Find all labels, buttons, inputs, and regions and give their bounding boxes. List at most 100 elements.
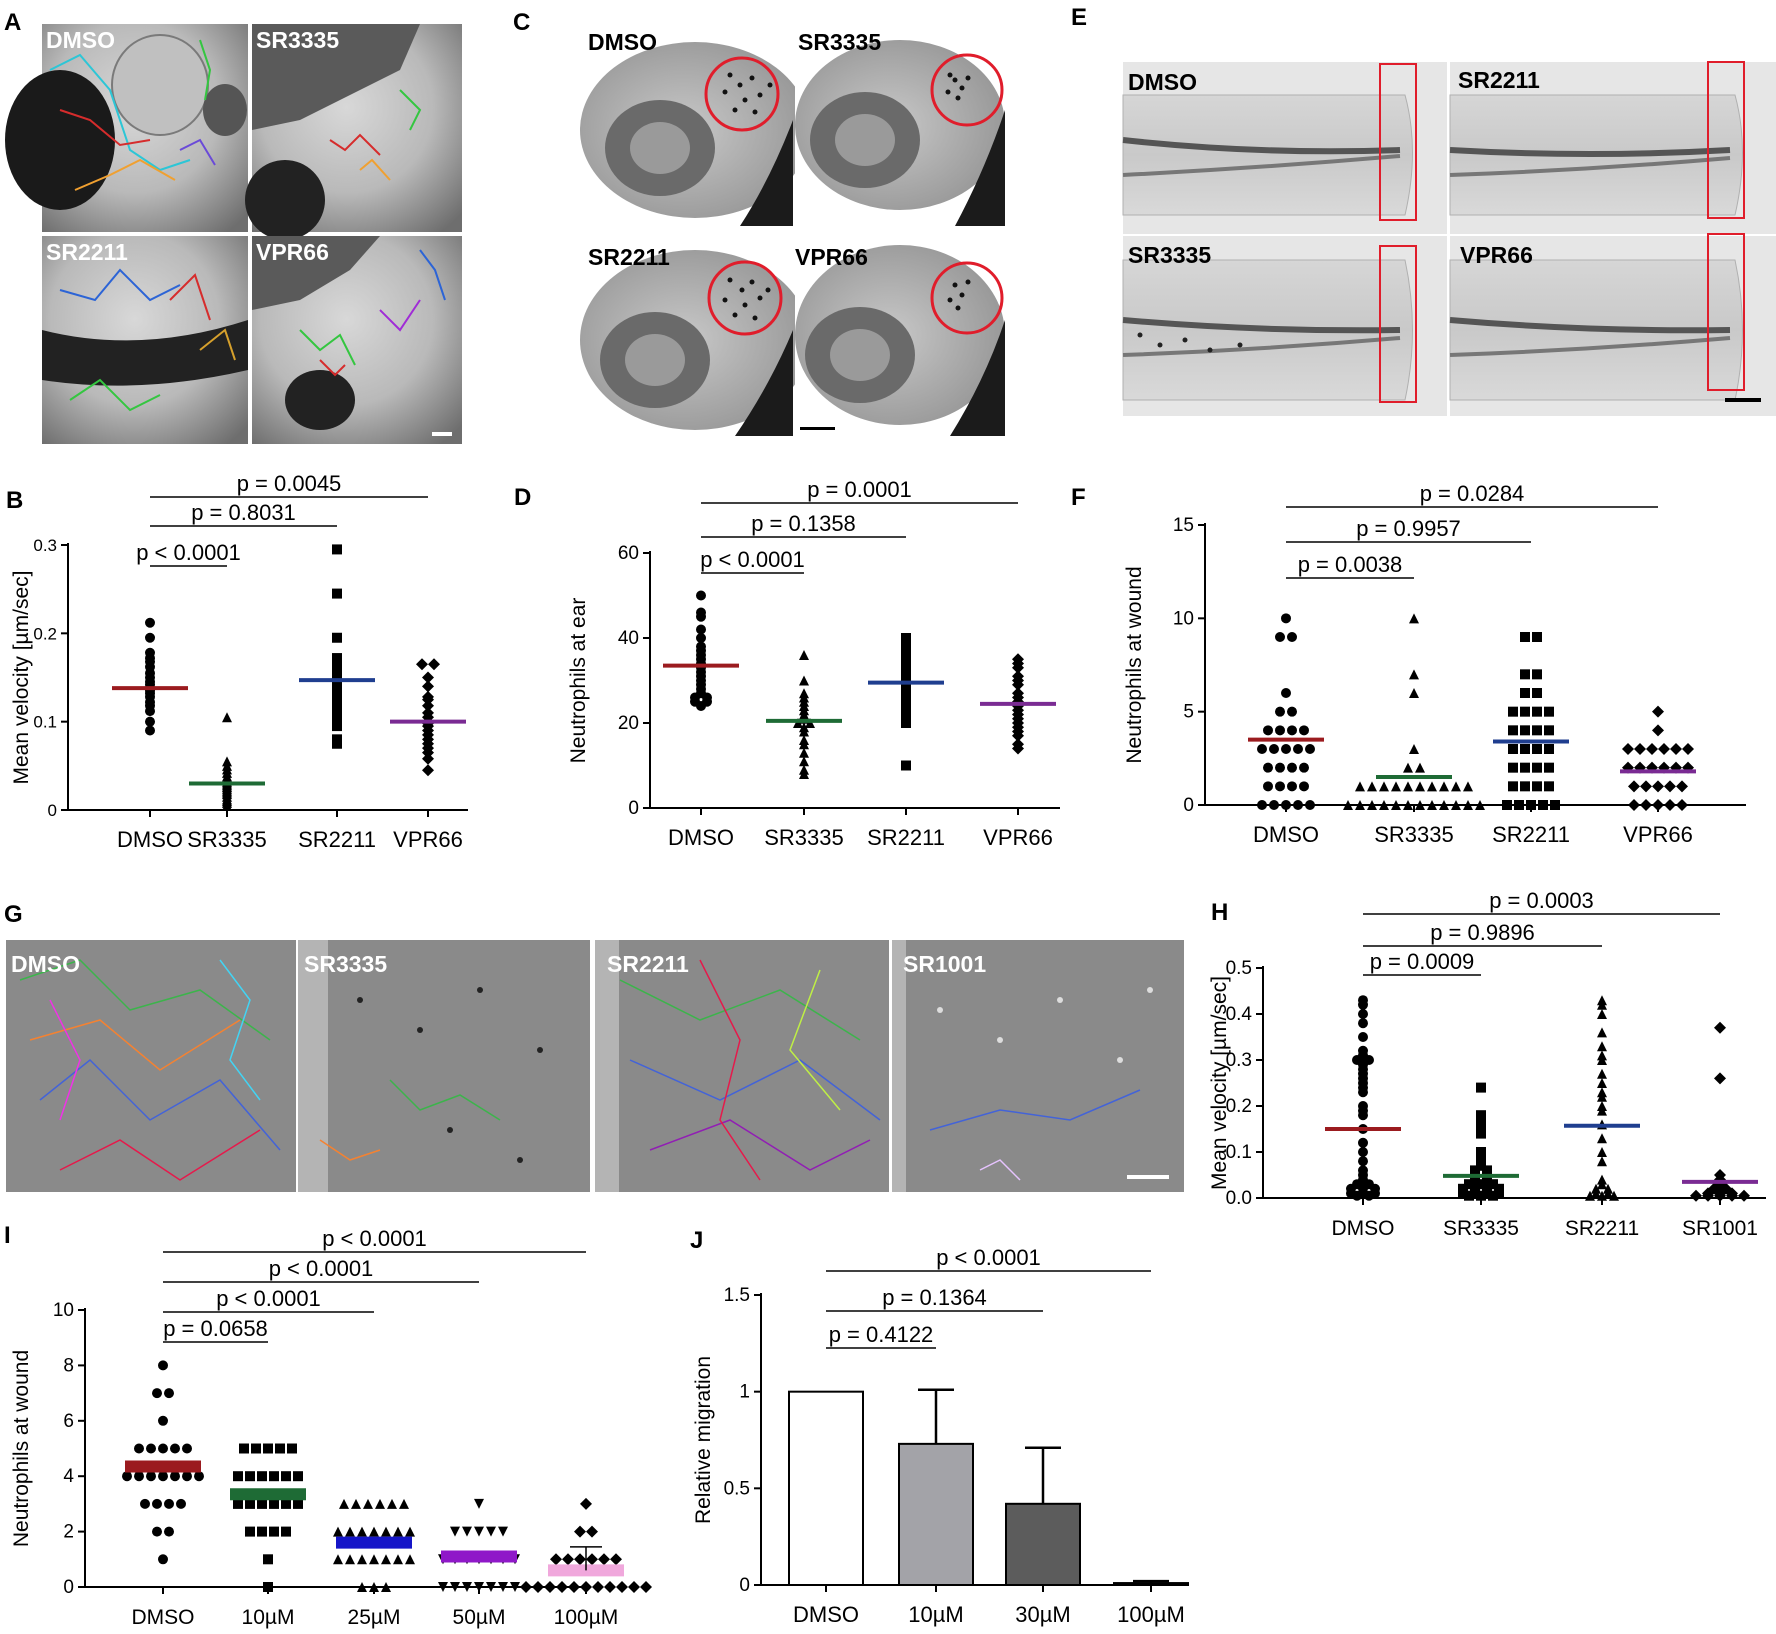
panel-letter-j: J <box>690 1227 703 1254</box>
data-point <box>1358 1087 1368 1098</box>
wound-roi <box>1707 61 1745 219</box>
y-tick-label: 0 <box>1183 795 1194 816</box>
data-point <box>1358 1147 1368 1157</box>
data-point <box>450 1526 460 1537</box>
data-point <box>1544 706 1554 717</box>
data-point <box>799 747 809 758</box>
data-point <box>1714 1189 1726 1202</box>
data-point <box>1293 744 1303 754</box>
x-tick-label: SR2211 <box>867 825 945 850</box>
data-point <box>1358 1009 1368 1019</box>
data-point <box>1738 1189 1750 1202</box>
x-tick-label: SR3335 <box>187 827 267 852</box>
y-axis-label: Neutrophils at wound <box>10 1350 33 1547</box>
data-point <box>145 632 155 643</box>
data-point <box>1257 800 1267 810</box>
p-value-label: p < 0.0001 <box>269 1256 374 1281</box>
data-point <box>293 1498 303 1509</box>
data-point <box>1299 762 1309 773</box>
y-axis-label: Mean velocity [µm/sec] <box>10 571 33 785</box>
data-point <box>158 1471 168 1482</box>
y-tick-label: 0.5 <box>724 1478 750 1499</box>
image-c-sr3335: SR3335 <box>795 26 1005 226</box>
y-tick-label: 10 <box>53 1300 74 1321</box>
data-point <box>405 1554 415 1565</box>
p-value-label: p = 0.8031 <box>191 500 296 525</box>
image-label: DMSO <box>46 27 115 53</box>
data-point <box>1652 724 1664 737</box>
y-tick-label: 0 <box>48 801 57 820</box>
x-tick-label: 25µM <box>348 1606 401 1629</box>
x-tick-label: 100µM <box>554 1606 619 1629</box>
p-value-label: p = 0.4122 <box>829 1322 934 1347</box>
data-point <box>333 1554 343 1565</box>
y-tick-label: 40 <box>618 628 639 649</box>
data-point <box>1520 706 1530 717</box>
data-point <box>222 712 232 723</box>
data-point <box>369 1526 379 1537</box>
data-point <box>357 1582 367 1592</box>
data-point <box>146 1471 156 1482</box>
data-point <box>257 1526 267 1537</box>
data-point <box>239 1443 249 1454</box>
data-point <box>332 721 342 732</box>
data-point <box>134 1443 144 1454</box>
panel-letter-c: C <box>513 9 530 36</box>
data-point <box>438 1582 448 1592</box>
data-point <box>1391 800 1401 810</box>
image-label: SR2211 <box>607 951 689 977</box>
y-tick-label: 6 <box>63 1411 74 1432</box>
data-point <box>1343 800 1353 810</box>
data-point <box>1415 762 1425 773</box>
data-point <box>1714 1072 1726 1085</box>
data-point <box>1305 800 1315 810</box>
image-g-dmso: DMSO <box>6 940 296 1192</box>
data-point <box>1597 1068 1607 1079</box>
data-point <box>474 1582 484 1592</box>
data-point <box>592 1581 604 1593</box>
data-point <box>1676 799 1688 811</box>
data-point <box>1585 1190 1595 1201</box>
data-point <box>1726 1189 1738 1202</box>
image-e-sr2211: SR2211 <box>1449 61 1776 234</box>
data-point <box>1597 1105 1607 1116</box>
data-point <box>1476 1190 1486 1201</box>
data-point <box>1287 632 1297 642</box>
data-point <box>158 1554 168 1565</box>
data-point <box>1367 800 1377 810</box>
data-point <box>1275 762 1285 773</box>
data-point <box>474 1498 484 1509</box>
data-point <box>1591 1188 1601 1199</box>
data-point <box>1379 781 1389 792</box>
data-point <box>1409 744 1419 754</box>
wound-roi <box>1379 245 1417 403</box>
data-point <box>1508 706 1518 717</box>
data-point <box>1355 800 1365 810</box>
data-point <box>164 1388 174 1399</box>
data-point <box>422 752 434 765</box>
x-tick-label: 100µM <box>1117 1602 1185 1627</box>
p-value-label: p < 0.0001 <box>322 1226 427 1251</box>
data-point <box>1470 1188 1480 1199</box>
data-point <box>245 1471 255 1482</box>
image-a-vpr66: VPR66 <box>252 236 462 444</box>
data-point <box>1263 725 1273 736</box>
data-point <box>1690 1189 1702 1202</box>
bar <box>898 1442 974 1587</box>
y-axis-label: Mean velocity [µm/sec] <box>1208 976 1231 1190</box>
roi-circle <box>930 261 1004 335</box>
image-label: SR3335 <box>256 27 339 53</box>
x-tick-label: DMSO <box>132 1606 195 1629</box>
data-point <box>1281 744 1291 754</box>
data-point <box>1597 1156 1607 1167</box>
data-point <box>556 1581 568 1593</box>
data-point <box>375 1498 385 1509</box>
data-point <box>1275 706 1285 717</box>
data-point <box>520 1581 532 1593</box>
data-point <box>1532 688 1542 698</box>
p-value-label: p = 0.9896 <box>1430 920 1535 945</box>
p-value-label: p = 0.1364 <box>882 1285 987 1310</box>
p-value-label: p = 0.0003 <box>1489 888 1594 913</box>
data-point <box>486 1582 496 1592</box>
data-point <box>152 1498 162 1509</box>
